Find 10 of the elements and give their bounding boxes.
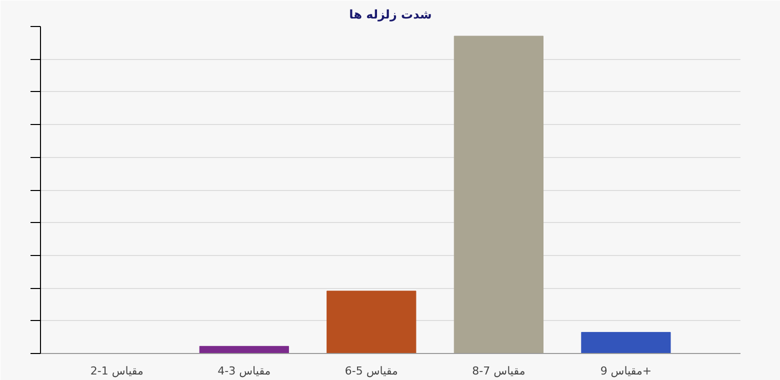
chart-title: شدت زلزله ها <box>349 8 432 22</box>
bar <box>199 346 289 354</box>
x-tick-label: مقیاس 1-2 <box>90 364 144 378</box>
bar <box>326 290 416 354</box>
bar <box>581 332 671 354</box>
x-tick-label: مقیاس 9+ <box>600 364 652 378</box>
x-tick-label: مقیاس 3-4 <box>218 364 271 378</box>
x-tick-label: مقیاس 7-8 <box>472 364 526 378</box>
x-tick-label: مقیاس 5-6 <box>344 364 398 378</box>
bar <box>454 36 544 354</box>
